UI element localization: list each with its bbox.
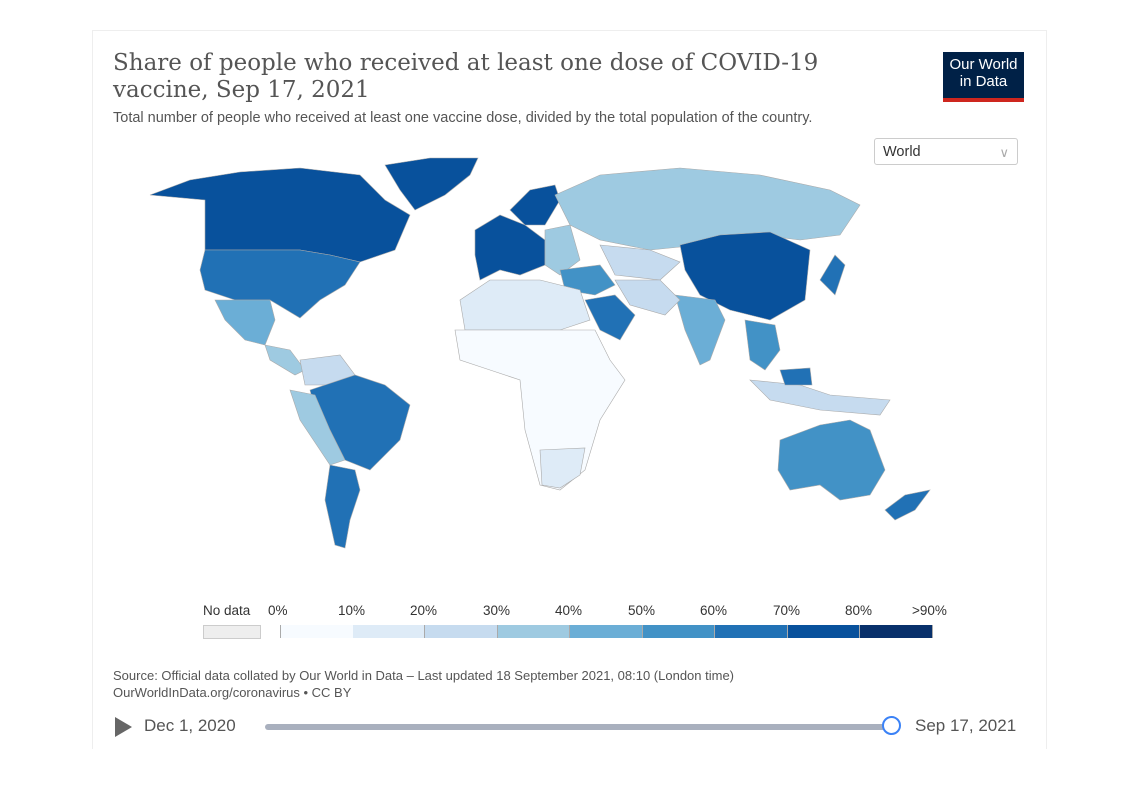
country-south-africa[interactable]: [539, 447, 586, 489]
country-argentina-chile[interactable]: [324, 464, 361, 549]
source-line: Source: Official data collated by Our Wo…: [113, 668, 735, 683]
country-malaysia[interactable]: [779, 367, 813, 386]
timeline-slider[interactable]: [265, 724, 887, 730]
region-scandinavia[interactable]: [509, 184, 561, 226]
legend-bin[interactable]: [497, 625, 571, 638]
legend-bin[interactable]: [352, 625, 426, 638]
country-india[interactable]: [674, 294, 726, 366]
legend-bin[interactable]: [715, 625, 788, 638]
legend-bin[interactable]: [570, 625, 643, 638]
legend-label: 70%: [773, 603, 801, 618]
region-indonesia[interactable]: [749, 379, 891, 416]
legend-bin[interactable]: [787, 625, 861, 638]
legend-bin[interactable]: [642, 625, 716, 638]
country-kazakhstan[interactable]: [599, 244, 681, 281]
country-australia[interactable]: [777, 419, 886, 501]
country-new-zealand[interactable]: [884, 489, 931, 521]
legend-label: 0%: [268, 603, 288, 618]
legend-label: >90%: [912, 603, 947, 618]
country-japan[interactable]: [819, 254, 846, 296]
chart-title: Share of people who received at least on…: [113, 50, 819, 103]
country-usa[interactable]: [199, 249, 361, 319]
region-select-value: World: [883, 144, 921, 160]
country-greenland[interactable]: [384, 157, 479, 211]
timeline-handle[interactable]: [882, 716, 901, 735]
region-eastern-europe[interactable]: [544, 224, 581, 276]
source-note: Source: Official data collated by Our Wo…: [113, 667, 734, 701]
region-western-europe[interactable]: [474, 214, 546, 281]
legend-label: 60%: [700, 603, 728, 618]
legend-label: 50%: [628, 603, 656, 618]
country-russia[interactable]: [554, 167, 861, 251]
legend-label: 20%: [410, 603, 438, 618]
timeline-end-date: Sep 17, 2021: [915, 716, 1017, 735]
timeline-start-date: Dec 1, 2020: [144, 716, 236, 735]
world-map: [149, 157, 931, 549]
play-icon[interactable]: [115, 717, 132, 737]
owid-logo[interactable]: Our World in Data: [943, 52, 1024, 102]
legend-no-data-label: No data: [203, 603, 251, 618]
region-southeast-asia[interactable]: [744, 319, 781, 371]
source-link[interactable]: OurWorldInData.org/coronavirus • CC BY: [113, 685, 352, 700]
legend-bin[interactable]: [280, 625, 354, 638]
country-saudi-arabia[interactable]: [584, 294, 636, 341]
legend-bin[interactable]: [425, 625, 498, 638]
country-china[interactable]: [679, 231, 811, 321]
region-north-africa[interactable]: [459, 279, 591, 331]
legend-bin[interactable]: [860, 625, 933, 638]
legend-label: 10%: [338, 603, 366, 618]
region-africa[interactable]: [454, 329, 626, 491]
country-mexico[interactable]: [214, 299, 276, 346]
legend-label: 80%: [845, 603, 873, 618]
legend-no-data-swatch[interactable]: [203, 625, 261, 639]
region-select[interactable]: World ∨: [874, 138, 1018, 165]
chevron-down-icon: ∨: [999, 145, 1009, 160]
region-central-america[interactable]: [264, 344, 306, 376]
legend-label: 40%: [555, 603, 583, 618]
country-canada[interactable]: [149, 167, 411, 263]
country-iran-central-asia[interactable]: [614, 279, 681, 316]
country-peru-bolivia[interactable]: [289, 389, 346, 466]
legend-label: 30%: [483, 603, 511, 618]
chart-subtitle: Total number of people who received at l…: [113, 110, 813, 126]
